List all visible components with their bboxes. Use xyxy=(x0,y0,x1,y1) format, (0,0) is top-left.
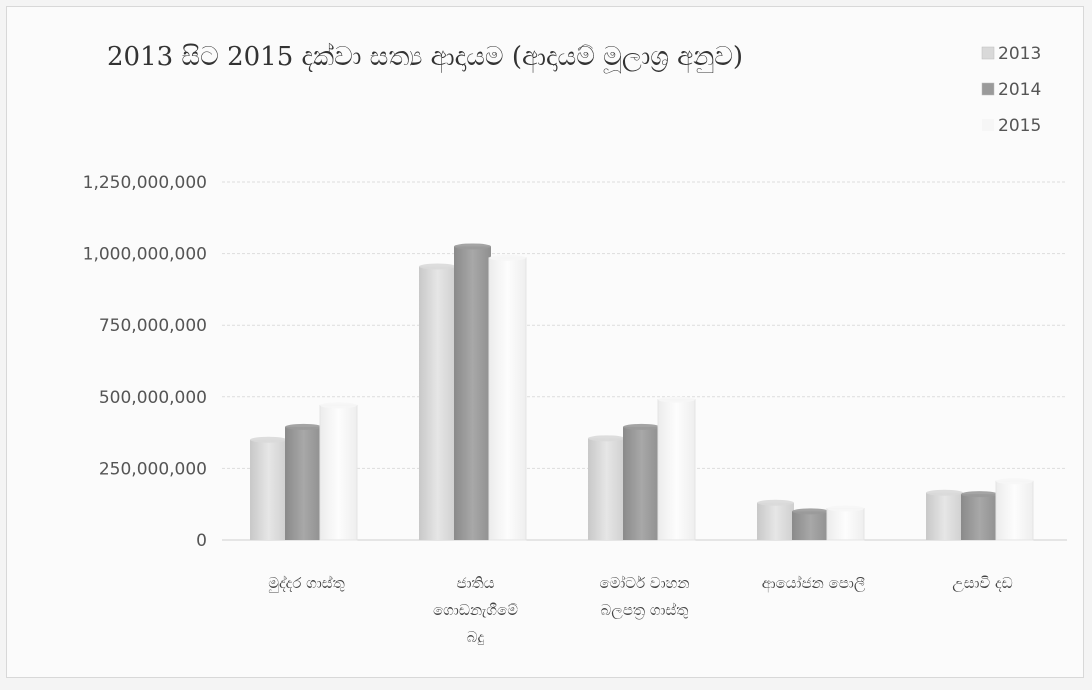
y-tick-label: 250,000,000 xyxy=(99,459,207,479)
bar-2013 xyxy=(926,492,963,540)
category-label: ගොඩනැගීමේ xyxy=(433,601,518,619)
bar-top-2014 xyxy=(454,243,491,250)
revenue-bar-chart: 2013 සිට 2015 දක්වා සත්‍ය ආදායම (ආදායම් … xyxy=(83,42,1067,646)
bar-2013 xyxy=(757,502,794,540)
bar-top-2015 xyxy=(320,402,357,409)
y-tick-label: 0 xyxy=(196,531,207,551)
bars xyxy=(250,243,1034,541)
y-tick-label: 1,000,000,000 xyxy=(83,245,207,265)
bar-2014 xyxy=(792,511,829,540)
bar-2015 xyxy=(319,404,358,541)
bar-2014 xyxy=(623,426,660,540)
bar-top-2013 xyxy=(588,435,625,442)
bar-2015 xyxy=(657,399,696,541)
category-label: ජාතිය xyxy=(456,574,494,592)
legend-label-2013: 2013 xyxy=(998,44,1041,64)
bar-top-2014 xyxy=(792,508,829,515)
legend-swatch-2013 xyxy=(981,46,995,60)
bar-2014 xyxy=(285,426,322,540)
legend-label-2015: 2015 xyxy=(998,116,1041,136)
bar-2013 xyxy=(588,438,625,540)
bar-2015 xyxy=(995,480,1034,541)
category-label: මෝටර් වාහන xyxy=(599,574,689,592)
legend-swatch-2014 xyxy=(981,82,995,96)
legend-label-2014: 2014 xyxy=(998,80,1041,100)
category-label: උසාවි දඩ xyxy=(952,574,1013,592)
chart-frame: 2013 සිට 2015 දක්වා සත්‍ය ආදායම (ආදායම් … xyxy=(6,6,1084,678)
legend-swatch-2015 xyxy=(982,119,994,131)
bar-top-2015 xyxy=(827,505,864,512)
x-axis-categories: මුද්දර ගාස්තු ජාතිය ගොඩනැගීමේ බදු මෝටර් වාහන… xyxy=(268,574,1013,646)
bar-top-2013 xyxy=(757,499,794,506)
bar-top-2015 xyxy=(658,396,695,403)
y-tick-label: 750,000,000 xyxy=(99,316,207,336)
bar-top-2013 xyxy=(926,489,963,496)
bar-top-2014 xyxy=(961,491,998,498)
bar-top-2013 xyxy=(250,436,287,443)
bar-2014 xyxy=(454,246,491,540)
bar-top-2014 xyxy=(623,423,660,430)
y-axis-ticks: 0 250,000,000 500,000,000 750,000,000 1,000,… xyxy=(83,173,207,551)
bar-top-2015 xyxy=(996,478,1033,485)
category-label: බලපත්‍ර ගාස්තු xyxy=(601,601,689,620)
bar-2014 xyxy=(961,494,998,540)
category-label: බදු xyxy=(467,628,485,646)
bar-top-2015 xyxy=(489,254,526,261)
legend: 2013 2014 2015 xyxy=(981,44,1041,136)
bar-top-2014 xyxy=(285,423,322,430)
chart-title: 2013 සිට 2015 දක්වා සත්‍ය ආදායම (ආදායම් … xyxy=(107,42,743,73)
bar-2015 xyxy=(488,257,527,541)
bar-2013 xyxy=(419,266,456,540)
y-tick-label: 500,000,000 xyxy=(99,388,207,408)
category-label: ආයෝජන පොලී xyxy=(762,574,866,593)
y-tick-label: 1,250,000,000 xyxy=(83,173,207,193)
category-label: මුද්දර ගාස්තු xyxy=(268,574,345,593)
bar-2015 xyxy=(826,507,865,541)
bar-top-2013 xyxy=(419,263,456,270)
bar-2013 xyxy=(250,439,287,540)
